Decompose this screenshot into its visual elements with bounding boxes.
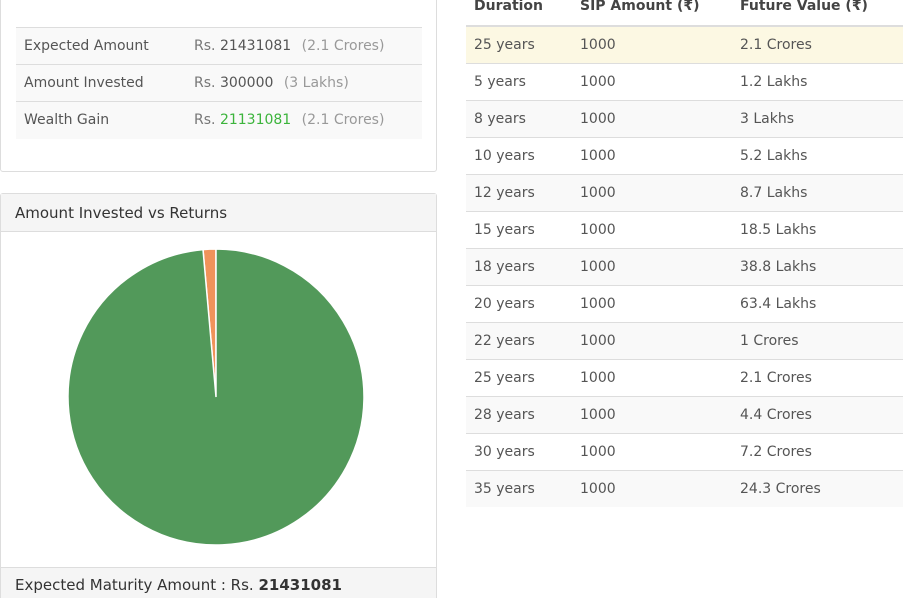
cell-future-value: 7.2 Crores bbox=[732, 432, 903, 470]
cell-duration: 25 years bbox=[466, 358, 572, 396]
amount-value: 21131081 bbox=[219, 112, 292, 129]
cell-sip-amount: 1000 bbox=[572, 321, 732, 359]
summary-value: Rs. 21431081 (2.1 Crores) bbox=[186, 27, 422, 65]
cell-sip-amount: 1000 bbox=[572, 247, 732, 285]
cell-duration: 30 years bbox=[466, 432, 572, 470]
cell-future-value: 5.2 Lakhs bbox=[732, 136, 903, 174]
table-row: 15 years 1000 18.5 Lakhs bbox=[466, 210, 903, 248]
cell-future-value: 1.2 Lakhs bbox=[732, 62, 903, 100]
cell-future-value: 2.1 Crores bbox=[732, 358, 903, 396]
table-header-row: Duration SIP Amount (₹) Future Value (₹) bbox=[466, 0, 903, 27]
cell-duration: 25 years bbox=[466, 25, 572, 63]
cell-duration: 5 years bbox=[466, 62, 572, 100]
table-row: 35 years 1000 24.3 Crores bbox=[466, 469, 903, 507]
cell-duration: 35 years bbox=[466, 469, 572, 507]
cell-sip-amount: 1000 bbox=[572, 358, 732, 396]
cell-duration: 22 years bbox=[466, 321, 572, 359]
summary-table: Expected Amount Rs. 21431081 (2.1 Crores… bbox=[16, 27, 422, 139]
cell-duration: 18 years bbox=[466, 247, 572, 285]
maturity-label: Expected Maturity Amount : Rs. bbox=[15, 576, 254, 594]
cell-sip-amount: 1000 bbox=[572, 469, 732, 507]
summary-value: Rs. 300000 (3 Lakhs) bbox=[186, 64, 422, 102]
cell-duration: 8 years bbox=[466, 99, 572, 137]
cell-future-value: 4.4 Crores bbox=[732, 395, 903, 433]
cell-future-value: 63.4 Lakhs bbox=[732, 284, 903, 322]
table-row: 22 years 1000 1 Crores bbox=[466, 321, 903, 359]
summary-row-expected: Expected Amount Rs. 21431081 (2.1 Crores… bbox=[16, 27, 422, 65]
table-row: 25 years 1000 2.1 Crores bbox=[466, 358, 903, 396]
cell-sip-amount: 1000 bbox=[572, 25, 732, 63]
cell-sip-amount: 1000 bbox=[572, 99, 732, 137]
cell-duration: 15 years bbox=[466, 210, 572, 248]
table-row: 30 years 1000 7.2 Crores bbox=[466, 432, 903, 470]
table-row: 25 years 1000 2.1 Crores bbox=[466, 25, 903, 63]
cell-future-value: 2.1 Crores bbox=[732, 25, 903, 63]
currency-prefix: Rs. bbox=[194, 38, 216, 54]
cell-duration: 10 years bbox=[466, 136, 572, 174]
cell-sip-amount: 1000 bbox=[572, 432, 732, 470]
cell-future-value: 8.7 Lakhs bbox=[732, 173, 903, 211]
pie-card-title: Amount Invested vs Returns bbox=[1, 194, 436, 232]
projection-table: Duration SIP Amount (₹) Future Value (₹)… bbox=[466, 0, 903, 507]
amount-note: (3 Lakhs) bbox=[283, 75, 349, 91]
cell-duration: 20 years bbox=[466, 284, 572, 322]
maturity-footer: Expected Maturity Amount : Rs. 21431081 bbox=[1, 567, 436, 598]
table-row: 10 years 1000 5.2 Lakhs bbox=[466, 136, 903, 174]
summary-row-invested: Amount Invested Rs. 300000 (3 Lakhs) bbox=[16, 64, 422, 102]
table-row: 28 years 1000 4.4 Crores bbox=[466, 395, 903, 433]
table-row: 8 years 1000 3 Lakhs bbox=[466, 99, 903, 137]
summary-label: Amount Invested bbox=[16, 64, 186, 102]
cell-future-value: 1 Crores bbox=[732, 321, 903, 359]
header-sip-amount: SIP Amount (₹) bbox=[572, 0, 732, 27]
cell-duration: 12 years bbox=[466, 173, 572, 211]
cell-duration: 28 years bbox=[466, 395, 572, 433]
cell-sip-amount: 1000 bbox=[572, 173, 732, 211]
table-row: 20 years 1000 63.4 Lakhs bbox=[466, 284, 903, 322]
cell-future-value: 18.5 Lakhs bbox=[732, 210, 903, 248]
amount-value: 21431081 bbox=[219, 38, 292, 54]
cell-future-value: 24.3 Crores bbox=[732, 469, 903, 507]
cell-sip-amount: 1000 bbox=[572, 136, 732, 174]
table-row: 18 years 1000 38.8 Lakhs bbox=[466, 247, 903, 285]
summary-card: Expected Amount Rs. 21431081 (2.1 Crores… bbox=[0, 0, 437, 172]
amount-note: (2.1 Crores) bbox=[301, 38, 385, 54]
cell-sip-amount: 1000 bbox=[572, 284, 732, 322]
maturity-value: 21431081 bbox=[258, 576, 342, 594]
currency-prefix: Rs. bbox=[194, 112, 216, 129]
cell-sip-amount: 1000 bbox=[572, 62, 732, 100]
header-duration: Duration bbox=[466, 0, 572, 27]
cell-future-value: 38.8 Lakhs bbox=[732, 247, 903, 285]
cell-sip-amount: 1000 bbox=[572, 395, 732, 433]
pie-slice-wealth-gain bbox=[67, 248, 365, 546]
summary-label: Wealth Gain bbox=[16, 101, 186, 139]
summary-value: Rs. 21131081 (2.1 Crores) bbox=[186, 101, 422, 139]
table-row: 12 years 1000 8.7 Lakhs bbox=[466, 173, 903, 211]
table-row: 5 years 1000 1.2 Lakhs bbox=[466, 62, 903, 100]
cell-sip-amount: 1000 bbox=[572, 210, 732, 248]
header-future-value: Future Value (₹) bbox=[732, 0, 903, 27]
currency-prefix: Rs. bbox=[194, 75, 216, 91]
summary-row-wealth-gain: Wealth Gain Rs. 21131081 (2.1 Crores) bbox=[16, 101, 422, 139]
cell-future-value: 3 Lakhs bbox=[732, 99, 903, 137]
amount-value: 300000 bbox=[219, 75, 274, 91]
summary-label: Expected Amount bbox=[16, 27, 186, 65]
pie-chart bbox=[67, 248, 365, 546]
pie-chart-card: Amount Invested vs Returns Expected Matu… bbox=[0, 193, 437, 598]
amount-note: (2.1 Crores) bbox=[301, 112, 385, 129]
